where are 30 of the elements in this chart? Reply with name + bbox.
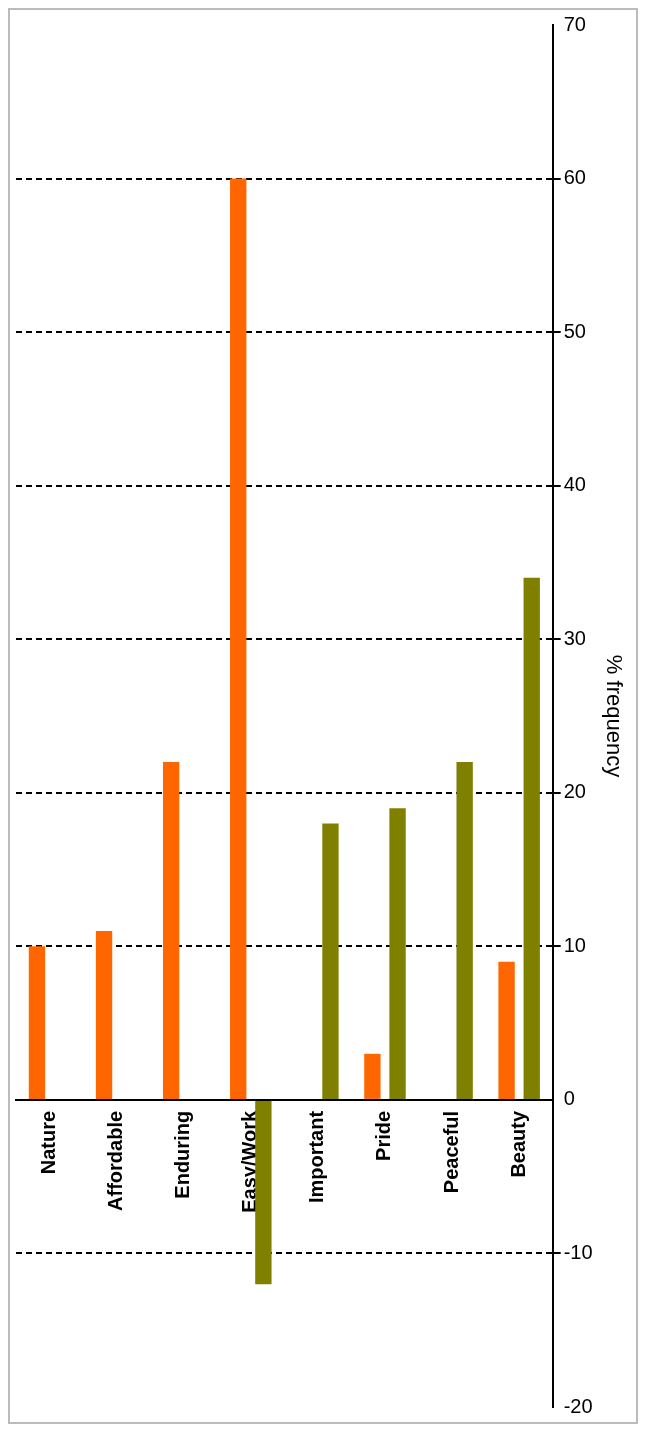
x-tick-label: Pride (372, 1110, 395, 1161)
bar (498, 961, 515, 1099)
x-tick-label: Affordable (104, 1110, 127, 1211)
bar (95, 930, 113, 1099)
y-axis-title: % frequency (601, 654, 627, 778)
bar (389, 808, 406, 1099)
bar (322, 823, 339, 1099)
x-tick-label: Enduring (171, 1110, 194, 1199)
bar (523, 577, 540, 1099)
y-tick-label: 10 (563, 933, 586, 956)
y-tick-label: 60 (563, 166, 586, 189)
x-tick-label: Nature (37, 1110, 60, 1175)
y-tick-label: -10 (563, 1240, 593, 1263)
y-tick-label: 0 (563, 1087, 575, 1110)
x-tick-label: Easy/Work (238, 1110, 261, 1213)
bar (28, 946, 46, 1099)
y-tick-label: -20 (563, 1394, 593, 1417)
x-tick-label: Beauty (506, 1110, 529, 1178)
y-tick-label: 50 (563, 319, 586, 342)
bar (364, 1053, 381, 1099)
y-tick-label: 30 (563, 626, 586, 649)
y-tick-label: 70 (563, 12, 586, 35)
x-tick-label: Peaceful (439, 1110, 462, 1194)
bar (162, 762, 180, 1099)
bar (230, 178, 247, 1099)
y-tick-label: 40 (563, 473, 586, 496)
y-tick-label: 20 (563, 780, 586, 803)
x-tick-label: Important (305, 1110, 328, 1204)
bar (255, 1100, 272, 1285)
bar (456, 762, 473, 1099)
